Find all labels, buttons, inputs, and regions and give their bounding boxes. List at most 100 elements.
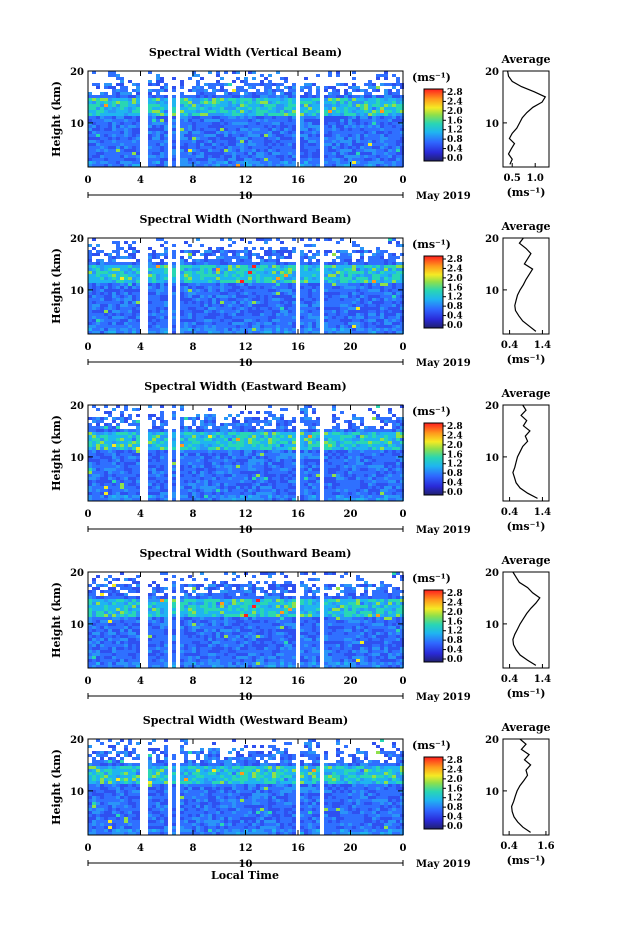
heatmap-cell	[204, 116, 208, 119]
heatmap-cell	[96, 468, 100, 471]
colorbar-unit: (ms⁻¹)	[412, 71, 451, 84]
heatmap-cell	[108, 325, 112, 328]
heatmap-cell	[356, 104, 360, 107]
heatmap-cell	[336, 119, 340, 122]
heatmap-cell	[292, 307, 296, 310]
heatmap-cell	[112, 444, 116, 447]
heatmap-cell	[196, 414, 200, 417]
x-tick-label: 0	[400, 175, 407, 186]
heatmap-cell	[328, 119, 332, 122]
heatmap-cell	[248, 152, 252, 155]
heatmap-cell	[172, 250, 176, 253]
heatmap-cell	[160, 462, 164, 465]
heatmap-cell	[120, 301, 124, 304]
heatmap-cell	[392, 307, 396, 310]
heatmap-cell	[252, 307, 256, 310]
heatmap-cell	[332, 107, 336, 110]
heatmap-cell	[384, 146, 388, 149]
heatmap-cell	[300, 283, 304, 286]
heatmap-cell	[116, 256, 120, 259]
heatmap-cell	[332, 313, 336, 316]
heatmap-cell	[92, 471, 96, 474]
heatmap-cell	[252, 125, 256, 128]
heatmap-cell	[392, 292, 396, 295]
heatmap-cell	[376, 304, 380, 307]
heatmap-cell	[172, 265, 176, 268]
heatmap-cell	[324, 316, 328, 319]
heatmap-cell	[152, 328, 156, 331]
heatmap-cell	[244, 286, 248, 289]
heatmap-cell	[360, 256, 364, 259]
heatmap-cell	[192, 158, 196, 161]
heatmap-cell	[136, 137, 140, 140]
heatmap-cell	[376, 271, 380, 274]
heatmap-cell	[304, 113, 308, 116]
heatmap-cell	[196, 122, 200, 125]
heatmap-cell	[200, 149, 204, 152]
heatmap-cell	[216, 104, 220, 107]
heatmap-cell	[132, 262, 136, 265]
heatmap-cell	[100, 471, 104, 474]
heatmap-cell	[384, 158, 388, 161]
heatmap-cell	[152, 107, 156, 110]
heatmap-cell	[184, 489, 188, 492]
heatmap-cell	[268, 161, 272, 164]
heatmap-cell	[264, 250, 268, 253]
heatmap-cell	[348, 295, 352, 298]
heatmap-cell	[172, 134, 176, 137]
heatmap-cell	[108, 134, 112, 137]
heatmap-cell	[244, 304, 248, 307]
heatmap-cell	[396, 89, 400, 92]
heatmap-cell	[336, 280, 340, 283]
heatmap-cell	[356, 277, 360, 280]
heatmap-cell	[108, 155, 112, 158]
heatmap-cell	[116, 438, 120, 441]
heatmap-cell	[108, 86, 112, 89]
heatmap-cell	[160, 274, 164, 277]
heatmap-cell	[360, 131, 364, 134]
heatmap-cell	[352, 316, 356, 319]
heatmap-cell	[224, 277, 228, 280]
heatmap-cell	[244, 95, 248, 98]
heatmap-cell	[256, 289, 260, 292]
heatmap-cell	[156, 149, 160, 152]
heatmap-cell	[92, 310, 96, 313]
heatmap-cell	[352, 146, 356, 149]
heatmap-cell	[212, 313, 216, 316]
heatmap-cell	[120, 298, 124, 301]
heatmap-cell	[196, 480, 200, 483]
heatmap-cell	[340, 143, 344, 146]
heatmap-cell	[300, 289, 304, 292]
heatmap-cell	[276, 277, 280, 280]
heatmap-cell	[264, 322, 268, 325]
heatmap-cell	[220, 125, 224, 128]
heatmap-cell	[280, 262, 284, 265]
heatmap-cell	[264, 98, 268, 101]
heatmap-cell	[96, 158, 100, 161]
heatmap-cell	[344, 89, 348, 92]
heatmap-cell	[164, 301, 168, 304]
heatmap-cell	[192, 453, 196, 456]
heatmap-cell	[364, 274, 368, 277]
heatmap-cell	[180, 429, 184, 432]
heatmap-cell	[260, 155, 264, 158]
heatmap-cell	[136, 134, 140, 137]
heatmap-cell	[240, 101, 244, 104]
heatmap-cell	[152, 95, 156, 98]
heatmap-cell	[128, 304, 132, 307]
heatmap-cell	[384, 304, 388, 307]
heatmap-cell	[104, 447, 108, 450]
heatmap-cell	[148, 450, 152, 453]
heatmap-cell	[220, 140, 224, 143]
heatmap-cell	[328, 310, 332, 313]
heatmap-cell	[192, 423, 196, 426]
heatmap-cell	[368, 325, 372, 328]
heatmap-cell	[184, 143, 188, 146]
heatmap-cell	[92, 149, 96, 152]
heatmap-cell	[120, 95, 124, 98]
heatmap-cell	[152, 495, 156, 498]
heatmap-cell	[184, 268, 188, 271]
heatmap-cell	[336, 292, 340, 295]
heatmap-cell	[180, 155, 184, 158]
heatmap-cell	[252, 107, 256, 110]
